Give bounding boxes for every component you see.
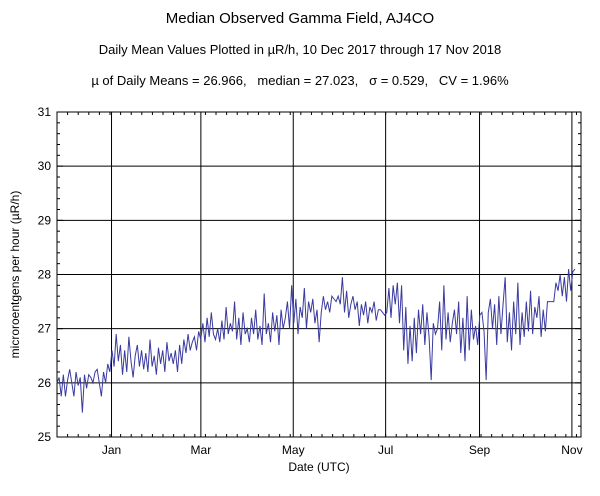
- y-tick-label: 30: [38, 159, 52, 173]
- y-tick-label: 29: [38, 213, 52, 227]
- chart-title: Median Observed Gamma Field, AJ4CO: [165, 10, 435, 27]
- grid-lines: [57, 112, 581, 437]
- x-tick-label: May: [282, 443, 305, 457]
- chart-statistics: µ of Daily Means = 26.966, median = 27.0…: [91, 73, 509, 88]
- x-tick-label: Nov: [561, 443, 582, 457]
- y-tick-label: 25: [38, 430, 52, 444]
- x-tick-label: Jan: [102, 443, 121, 457]
- y-tick-label: 28: [38, 268, 52, 282]
- x-tick-label: Mar: [191, 443, 212, 457]
- x-tick-labels: Jan Mar May Jul Sep Nov: [102, 443, 583, 457]
- x-tick-label: Sep: [469, 443, 491, 457]
- x-axis-title: Date (UTC): [288, 460, 349, 474]
- y-tick-label: 26: [38, 376, 52, 390]
- y-tick-label: 31: [38, 105, 52, 119]
- x-tick-label: Jul: [378, 443, 393, 457]
- axis-ticks: [56, 111, 581, 438]
- daily-mean-series-line: [56, 268, 576, 413]
- chart-subtitle: Daily Mean Values Plotted in µR/h, 10 De…: [98, 42, 502, 57]
- y-tick-label: 27: [38, 322, 52, 336]
- y-axis-title: microroentgens per hour (µR/h): [8, 191, 22, 359]
- y-tick-labels: 25 26 27 28 29 30 31: [38, 105, 52, 444]
